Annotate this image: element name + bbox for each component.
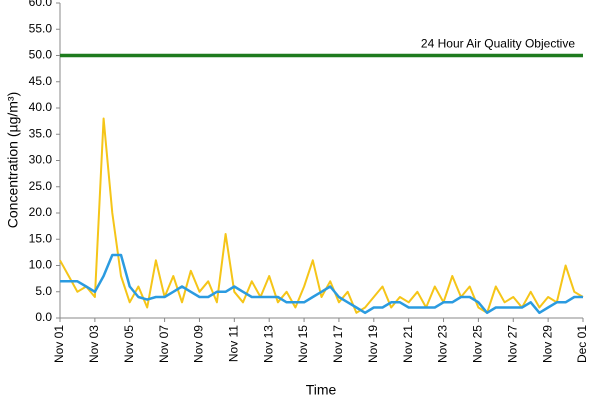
y-tick-label: 20.0: [29, 205, 53, 219]
x-tick-label: Nov 25: [471, 325, 485, 363]
y-tick-label: 60.0: [29, 0, 53, 9]
x-tick-label: Nov 09: [192, 325, 206, 363]
y-tick-label: 35.0: [29, 126, 53, 140]
y-tick-label: 30.0: [29, 153, 53, 167]
x-tick-label: Dec 01: [575, 325, 589, 363]
y-tick-label: 40.0: [29, 100, 53, 114]
x-tick-label: Nov 11: [227, 325, 241, 362]
y-tick-label: 15.0: [29, 231, 53, 245]
x-tick-label: Nov 17: [331, 325, 345, 363]
y-tick-label: 0.0: [35, 310, 52, 324]
y-tick-label: 5.0: [35, 284, 52, 298]
x-tick-label: Nov 29: [540, 325, 554, 363]
y-tick-label: 50.0: [29, 48, 53, 62]
x-axis-label: Time: [306, 382, 337, 398]
y-tick-label: 55.0: [29, 21, 53, 35]
y-axis-label: Concentration (µg/m³): [5, 92, 21, 228]
y-tick-label: 10.0: [29, 258, 53, 272]
x-tick-label: Nov 03: [87, 325, 101, 363]
x-tick-label: Nov 15: [296, 325, 310, 363]
x-tick-label: Nov 27: [505, 325, 519, 363]
x-tick-label: Nov 21: [401, 325, 415, 363]
x-tick-label: Nov 19: [366, 325, 380, 363]
x-tick-label: Nov 05: [122, 325, 136, 363]
series-line: [59, 117, 584, 314]
y-tick-label: 45.0: [29, 74, 53, 88]
y-tick-label: 25.0: [29, 179, 53, 193]
x-tick-label: Nov 01: [52, 325, 66, 363]
x-tick-label: Nov 13: [261, 325, 275, 363]
x-tick-label: Nov 07: [157, 325, 171, 363]
objective-label: 24 Hour Air Quality Objective: [421, 37, 575, 51]
x-tick-label: Nov 23: [436, 325, 450, 363]
series-line: [60, 253, 583, 315]
